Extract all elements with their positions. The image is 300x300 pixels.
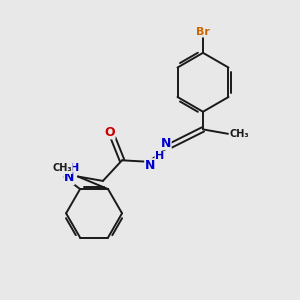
Text: H: H	[70, 163, 79, 173]
Text: H: H	[155, 152, 164, 161]
Text: O: O	[104, 126, 115, 139]
Text: Br: Br	[196, 27, 210, 37]
Text: N: N	[161, 137, 171, 150]
Text: CH₃: CH₃	[230, 129, 249, 139]
Text: N: N	[64, 172, 74, 184]
Text: CH₃: CH₃	[52, 164, 72, 173]
Text: N: N	[145, 159, 155, 172]
